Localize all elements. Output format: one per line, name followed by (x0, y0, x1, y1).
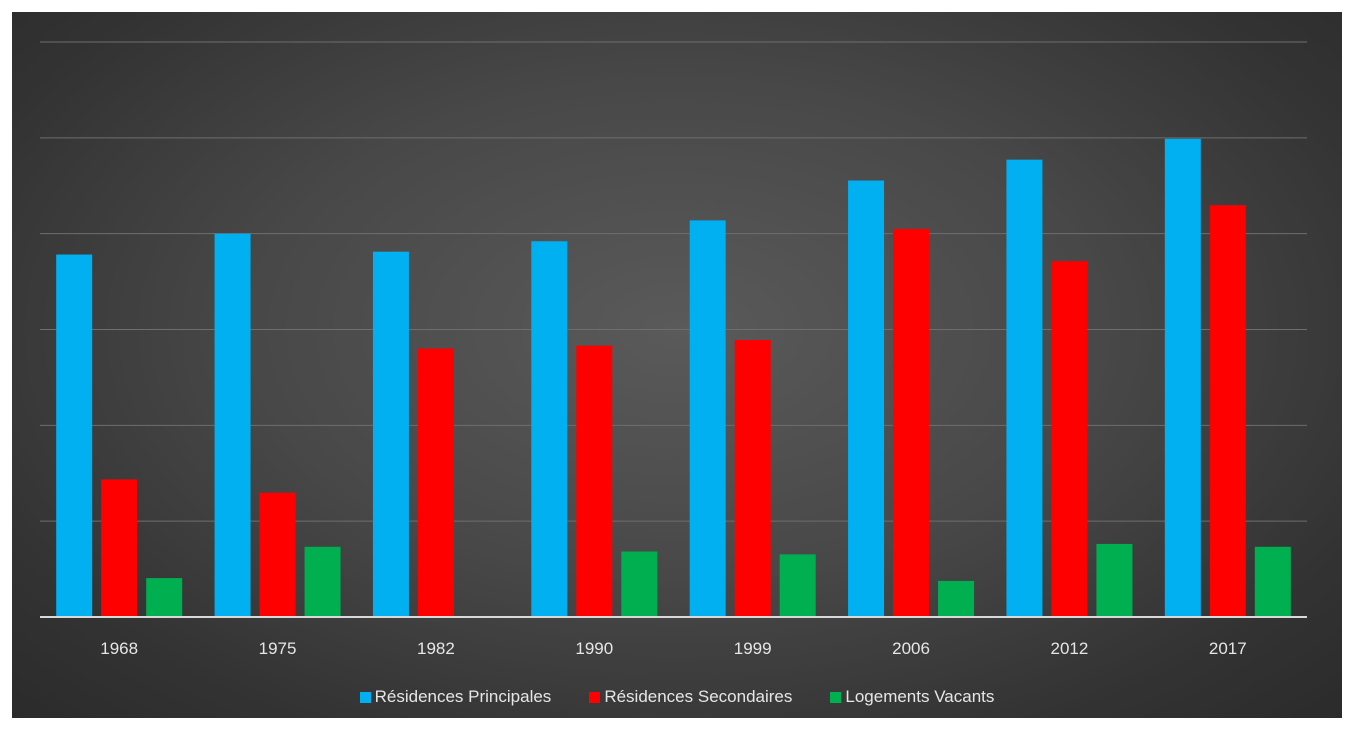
legend-swatch-residences-principales (359, 691, 371, 703)
legend-label-logements-vacants: Logements Vacants (845, 687, 995, 706)
legend-swatch-residences-secondaires (589, 691, 601, 703)
x-tick-label-1968: 1968 (100, 639, 138, 658)
bar-residences-secondaires-2006 (893, 228, 930, 618)
bars (56, 138, 1291, 618)
x-tick-label-1975: 1975 (259, 639, 297, 658)
legend-swatch-logements-vacants (830, 691, 842, 703)
legend-label-residences-secondaires: Résidences Secondaires (604, 687, 793, 706)
bar-residences-principales-2017 (1164, 138, 1201, 618)
gridlines (40, 41, 1307, 522)
bar-residences-secondaires-1975 (259, 492, 296, 617)
bar-logements-vacants-1990 (621, 551, 658, 617)
x-tick-label-1990: 1990 (575, 639, 613, 658)
bar-residences-principales-1982 (372, 251, 409, 618)
bar-logements-vacants-1999 (779, 554, 816, 617)
x-tick-label-2017: 2017 (1209, 639, 1247, 658)
chart-area: 1968 1975 1982 1990 1999 2006 2012 2017 Résiden… (12, 12, 1342, 718)
legend-item-logements-vacants: Logements Vacants (830, 687, 994, 707)
bar-logements-vacants-1968 (146, 578, 183, 617)
bar-residences-principales-1999 (689, 220, 726, 617)
bar-residences-secondaires-1968 (101, 479, 138, 617)
legend: Résidences Principales Résidences Second… (12, 687, 1342, 707)
x-tick-label-1999: 1999 (734, 639, 772, 658)
bar-residences-secondaires-2017 (1209, 205, 1246, 617)
bar-residences-principales-1968 (56, 254, 93, 617)
bar-residences-secondaires-1999 (734, 339, 771, 617)
bar-logements-vacants-2012 (1096, 543, 1133, 617)
bar-residences-secondaires-1982 (417, 348, 454, 617)
bar-residences-secondaires-2012 (1051, 261, 1088, 617)
legend-item-residences-principales: Résidences Principales (359, 687, 552, 707)
x-tick-label-2012: 2012 (1051, 639, 1089, 658)
x-tick-labels: 1968 1975 1982 1990 1999 2006 2012 2017 (100, 639, 1246, 658)
x-tick-label-1982: 1982 (417, 639, 455, 658)
bar-residences-principales-1990 (531, 241, 568, 617)
bar-logements-vacants-1975 (304, 546, 341, 617)
bar-logements-vacants-2006 (938, 580, 975, 617)
bar-logements-vacants-2017 (1254, 546, 1291, 617)
legend-label-residences-principales: Résidences Principales (374, 687, 552, 706)
bar-residences-principales-2006 (848, 180, 885, 617)
bar-residences-principales-1975 (214, 233, 251, 617)
legend-item-residences-secondaires: Résidences Secondaires (589, 687, 792, 707)
bar-residences-secondaires-1990 (576, 345, 613, 617)
bar-residences-principales-2012 (1006, 159, 1043, 617)
x-tick-label-2006: 2006 (892, 639, 930, 658)
bar-chart: 1968 1975 1982 1990 1999 2006 2012 2017 (40, 41, 1307, 658)
